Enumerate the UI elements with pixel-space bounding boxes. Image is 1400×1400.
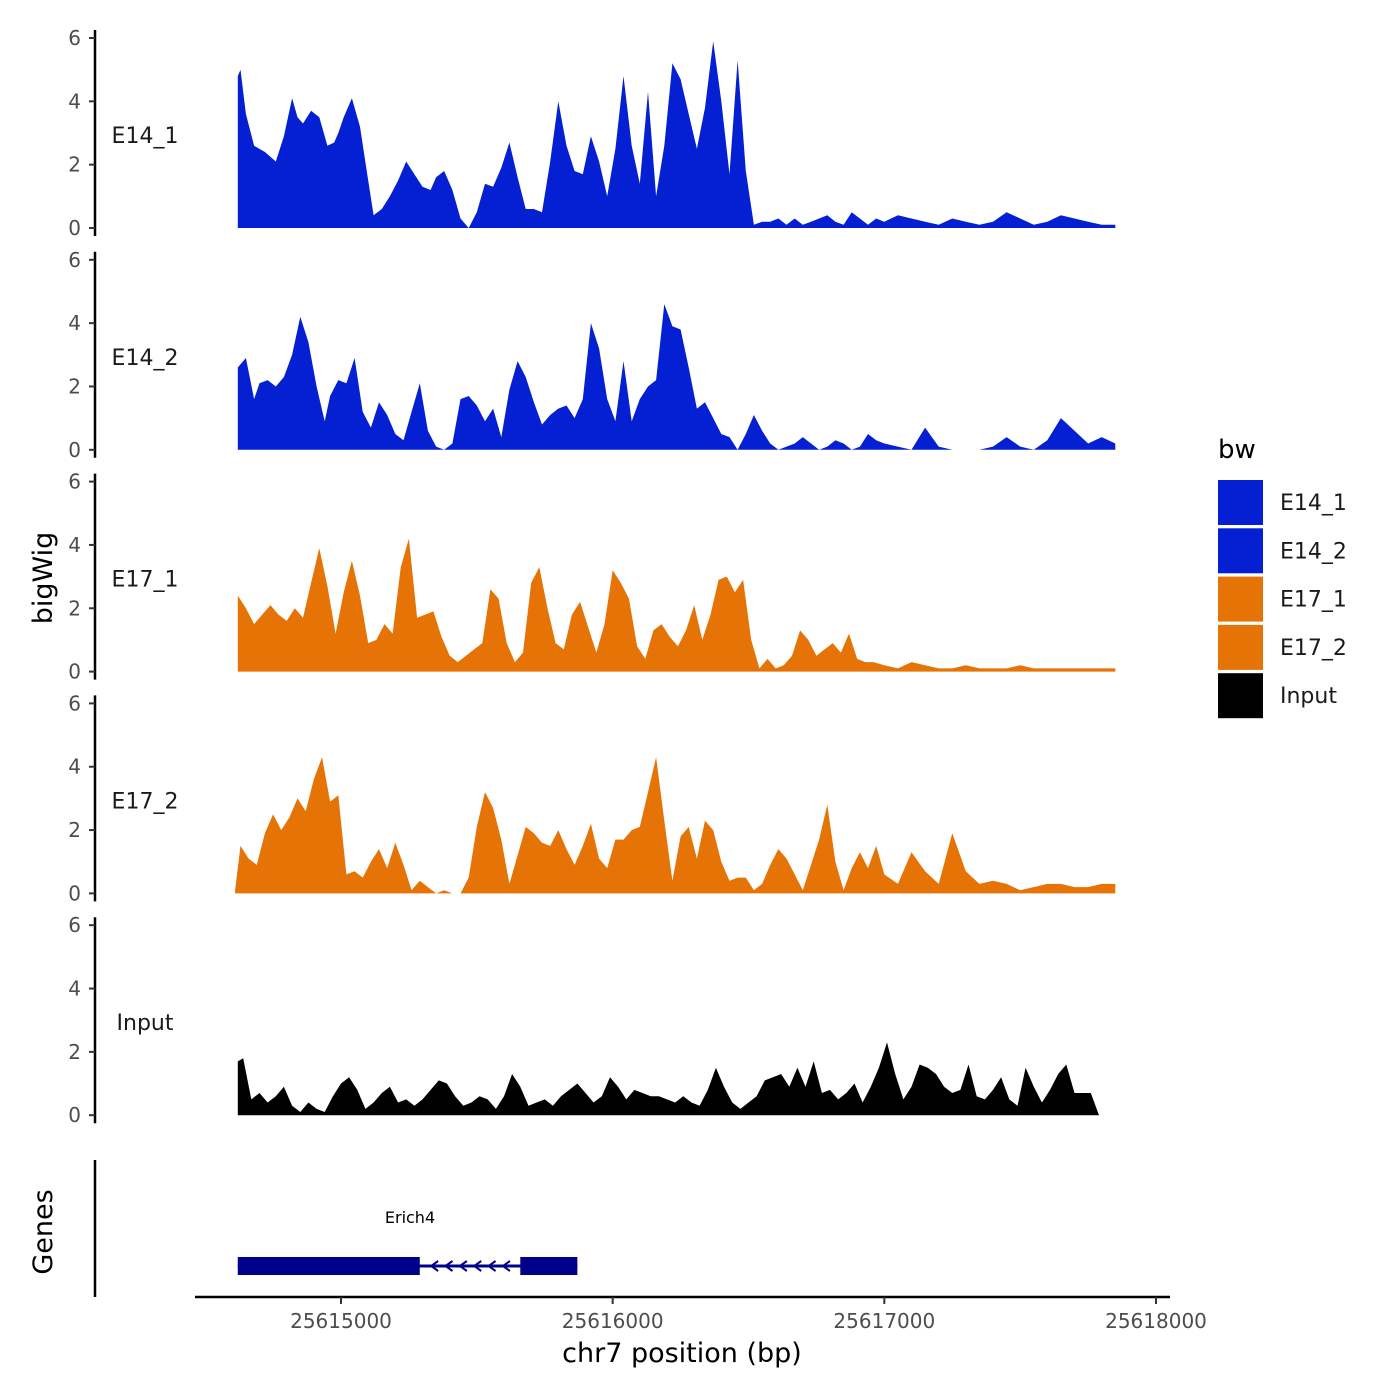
area-E17_1 xyxy=(237,538,1116,672)
x-tick-label: 25615000 xyxy=(290,1309,392,1333)
y-tick-label: 4 xyxy=(68,977,81,1001)
gene-exon xyxy=(520,1257,578,1275)
track-E14_2: 0 2 4 6 E14_2 xyxy=(68,248,1116,462)
y-tick-label: 2 xyxy=(68,596,81,620)
gene-Erich4: Erich4 xyxy=(237,1208,578,1275)
y-tick-label: 0 xyxy=(68,660,81,684)
area-E14_2 xyxy=(237,304,1116,450)
y-tick-label: 0 xyxy=(68,881,81,905)
y-tick-label: 2 xyxy=(68,818,81,842)
legend-label-E17_2: E17_2 xyxy=(1280,636,1347,661)
y-tick-label: 2 xyxy=(68,153,81,177)
x-axis-title: chr7 position (bp) xyxy=(562,1338,802,1369)
y-tick-label: 6 xyxy=(68,248,81,272)
strand-arrow xyxy=(458,1260,468,1272)
y-tick-label: 6 xyxy=(68,26,81,50)
track-Input: 0 2 4 6 Input xyxy=(68,913,1116,1127)
legend-swatch-E14_2 xyxy=(1218,528,1263,574)
legend-label-Input: Input xyxy=(1280,684,1337,709)
area-E14_1 xyxy=(237,41,1116,229)
legend-swatch-E17_2 xyxy=(1218,624,1263,670)
x-tick-label: 25618000 xyxy=(1105,1309,1207,1333)
y-tick-label: 4 xyxy=(68,311,81,335)
legend-title: bw xyxy=(1218,435,1256,465)
y-tick-label: 6 xyxy=(68,470,81,494)
legend-swatch-E14_1 xyxy=(1218,480,1263,525)
x-axis: 25615000 25616000 25617000 25618000 xyxy=(195,1295,1207,1333)
track-E17_1: 0 2 4 6 E17_1 xyxy=(68,470,1116,684)
legend-label-E14_1: E14_1 xyxy=(1280,491,1347,516)
gene-exon xyxy=(237,1257,420,1275)
y-tick-label: 4 xyxy=(68,755,81,779)
track-label-Input: Input xyxy=(117,1011,174,1036)
legend-label-E14_2: E14_2 xyxy=(1280,539,1347,564)
track-label-E14_2: E14_2 xyxy=(112,346,179,371)
strand-arrow xyxy=(443,1260,454,1272)
y-tick-label: 0 xyxy=(68,438,81,462)
legend-swatch-Input xyxy=(1218,673,1263,719)
y-tick-label: 2 xyxy=(68,1040,81,1064)
y-tick-label: 0 xyxy=(68,216,81,240)
y-tick-label: 4 xyxy=(68,533,81,557)
y-tick-label: 2 xyxy=(68,374,81,398)
y-axis-title: bigWig xyxy=(28,532,59,625)
x-tick-label: 25616000 xyxy=(562,1309,664,1333)
gene-track: Erich4 xyxy=(93,1160,578,1297)
gene-track-title: Genes xyxy=(28,1189,59,1274)
tracks-layer: 0 2 4 6 E14_1 0 2 4 6 E14_2 0 2 4 6 E17_1 0 2 4 6 E17_2 0 2 4 6… xyxy=(68,26,1116,1127)
track-label-E14_1: E14_1 xyxy=(112,124,179,149)
area-Input xyxy=(237,1042,1116,1116)
y-tick-label: 4 xyxy=(68,89,81,113)
track-label-E17_1: E17_1 xyxy=(112,568,179,593)
strand-arrow xyxy=(486,1260,497,1272)
legend-swatch-E17_1 xyxy=(1218,576,1263,622)
x-tick-label: 25617000 xyxy=(833,1309,935,1333)
track-label-E17_2: E17_2 xyxy=(112,789,179,814)
gene-label-Erich4: Erich4 xyxy=(385,1208,435,1227)
track-E14_1: 0 2 4 6 E14_1 xyxy=(68,26,1116,240)
strand-arrow xyxy=(472,1260,482,1272)
strand-arrow xyxy=(501,1260,511,1272)
track-E17_2: 0 2 4 6 E17_2 xyxy=(68,691,1116,905)
area-E17_2 xyxy=(235,757,1116,894)
legend-label-E17_1: E17_1 xyxy=(1280,588,1347,613)
y-tick-label: 6 xyxy=(68,691,81,715)
strand-arrow xyxy=(429,1260,439,1272)
y-tick-label: 0 xyxy=(68,1103,81,1127)
y-tick-label: 6 xyxy=(68,913,81,937)
legend: E14_1 E14_2 E17_1 E17_2 Input xyxy=(1218,480,1347,719)
